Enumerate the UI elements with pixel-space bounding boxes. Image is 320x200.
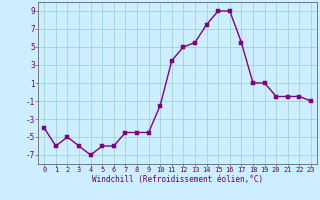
X-axis label: Windchill (Refroidissement éolien,°C): Windchill (Refroidissement éolien,°C) <box>92 175 263 184</box>
